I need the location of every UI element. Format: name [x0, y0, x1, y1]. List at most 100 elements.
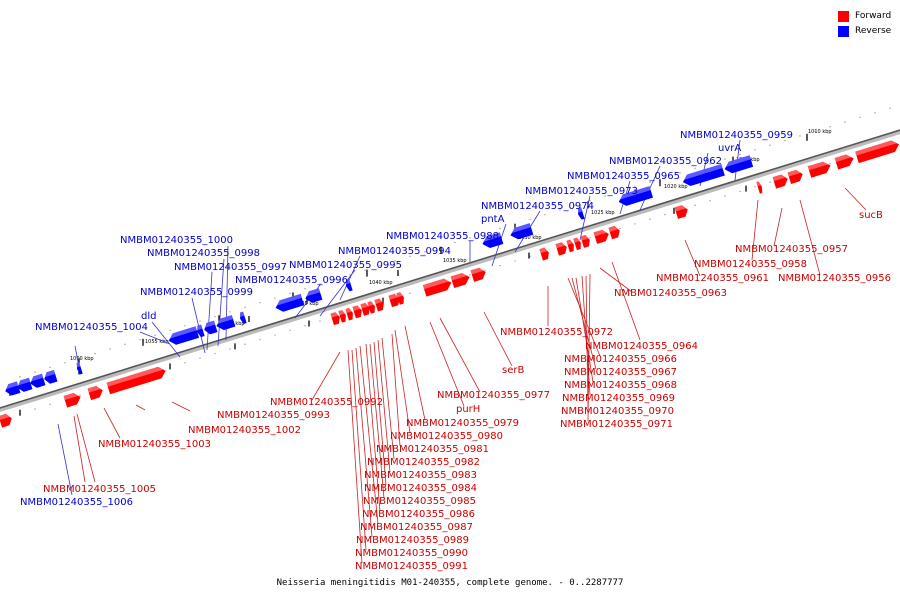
- gene-label-forward: NMBM01240355_0957: [735, 244, 848, 255]
- connector-line: [206, 271, 213, 351]
- forward-gene-arrow: [674, 205, 688, 219]
- guide-dot: [214, 315, 216, 318]
- guide-dot: [529, 255, 531, 258]
- reverse-gene-arrow: [196, 324, 205, 338]
- forward-gene-arrow: [450, 272, 470, 288]
- forward-gene-arrow: [396, 292, 404, 305]
- gene-label-forward: NMBM01240355_0983: [364, 470, 477, 481]
- guide-dot: [529, 218, 531, 221]
- connector-line: [73, 415, 86, 483]
- forward-gene-arrow: [352, 305, 362, 319]
- gene-label-reverse: NMBM01240355_0999: [140, 287, 253, 298]
- forward-gene-arrow: [566, 239, 574, 253]
- connector-line: [587, 273, 591, 422]
- guide-dot: [889, 107, 891, 109]
- guide-dot: [229, 348, 231, 350]
- connector-line: [599, 267, 633, 293]
- connector-line: [483, 311, 513, 367]
- scale-label: 1060 kbp: [70, 356, 94, 362]
- gene-label-forward: NMBM01240355_0980: [390, 431, 503, 442]
- guide-dot: [679, 172, 681, 174]
- gene-label-forward: NMBM01240355_0964: [585, 341, 698, 352]
- guide-dot: [109, 348, 111, 350]
- guide-dot: [484, 269, 486, 271]
- forward-gene-arrow: [807, 161, 831, 178]
- connector-line: [579, 195, 591, 241]
- gene-label-forward: NMBM01240355_0982: [367, 457, 480, 468]
- gene-label-forward: NMBM01240355_0981: [376, 444, 489, 455]
- gene-label-reverse: NMBM01240355_0997: [174, 262, 287, 273]
- legend-forward-label: Forward: [855, 11, 892, 21]
- guide-dot: [604, 195, 606, 197]
- gene-label-reverse: NMBM01240355_1000: [120, 235, 233, 246]
- forward-swatch: [838, 11, 849, 22]
- guide-dot: [694, 167, 696, 170]
- guide-dot: [439, 246, 441, 248]
- gene-label-forward: NMBM01240355_1003: [98, 439, 211, 450]
- connector-line: [373, 341, 387, 486]
- guide-dot: [634, 223, 636, 225]
- gene-label-reverse: dld: [141, 311, 156, 322]
- guide-dot: [649, 218, 651, 220]
- guide-dot: [304, 325, 306, 327]
- gene-label-reverse: uvrA: [718, 143, 741, 154]
- gene-label-reverse: NMBM01240355_0965: [567, 171, 680, 182]
- guide-dot: [739, 190, 741, 193]
- guide-dot: [79, 394, 81, 396]
- guide-dot: [469, 237, 471, 239]
- guide-dot: [619, 190, 621, 193]
- scale-label: 1020 kbp: [664, 184, 688, 190]
- gene-label-reverse: NMBM01240355_1006: [20, 497, 133, 508]
- guide-dot: [634, 186, 636, 188]
- connector-line: [381, 337, 395, 460]
- forward-gene-arrow: [388, 293, 400, 308]
- forward-gene-arrow: [756, 181, 763, 194]
- guide-dot: [34, 371, 36, 373]
- guide-dot: [64, 362, 66, 364]
- forward-gene-arrow: [63, 392, 81, 408]
- guide-dot: [259, 301, 261, 304]
- guide-dot: [829, 162, 831, 165]
- forward-gene-arrow: [772, 174, 788, 189]
- gene-label-forward: NMBM01240355_0972: [500, 327, 613, 338]
- connector-line: [773, 207, 783, 247]
- connector-line: [57, 423, 73, 496]
- connector-line: [799, 199, 821, 276]
- guide-dot: [394, 260, 396, 262]
- guide-dot: [829, 125, 831, 128]
- scale-label: 1040 kbp: [369, 280, 393, 286]
- forward-gene-arrow: [106, 366, 166, 395]
- guide-dot: [499, 264, 501, 267]
- connector-line: [571, 277, 597, 370]
- connector-line: [359, 345, 379, 525]
- connector-line: [404, 325, 426, 421]
- gene-label-reverse: NMBM01240355_0988: [386, 231, 499, 242]
- guide-dot: [214, 352, 216, 355]
- guide-dot: [664, 176, 666, 179]
- guide-dot: [664, 213, 666, 216]
- guide-dot: [124, 343, 126, 346]
- guide-dot: [574, 204, 576, 207]
- guide-dot: [769, 144, 771, 146]
- connector-line: [611, 261, 641, 341]
- gene-label-forward: serB: [502, 365, 524, 376]
- gene-label-forward: NMBM01240355_1002: [188, 425, 301, 436]
- guide-dot: [409, 292, 411, 295]
- guide-dot: [499, 227, 501, 230]
- guide-dot: [724, 195, 726, 197]
- guide-dot: [154, 334, 156, 336]
- guide-dot: [799, 135, 801, 137]
- guide-dot: [559, 209, 561, 211]
- reverse-gene-arrow: [215, 315, 236, 331]
- guide-dot: [484, 232, 486, 234]
- reverse-gene-arrow: [43, 369, 58, 384]
- genome-backbone-shadow: [0, 129, 900, 413]
- reverse-gene-arrow: [345, 278, 353, 292]
- gene-labels: NMBM01240355_0959 uvrA NMBM01240355_0962…: [20, 130, 891, 572]
- forward-gene-arrow: [580, 234, 590, 248]
- forward-gene-arrow: [787, 169, 803, 184]
- reverse-gene-arrow: [481, 232, 504, 248]
- guide-dot: [859, 116, 861, 119]
- guide-dot: [694, 204, 696, 207]
